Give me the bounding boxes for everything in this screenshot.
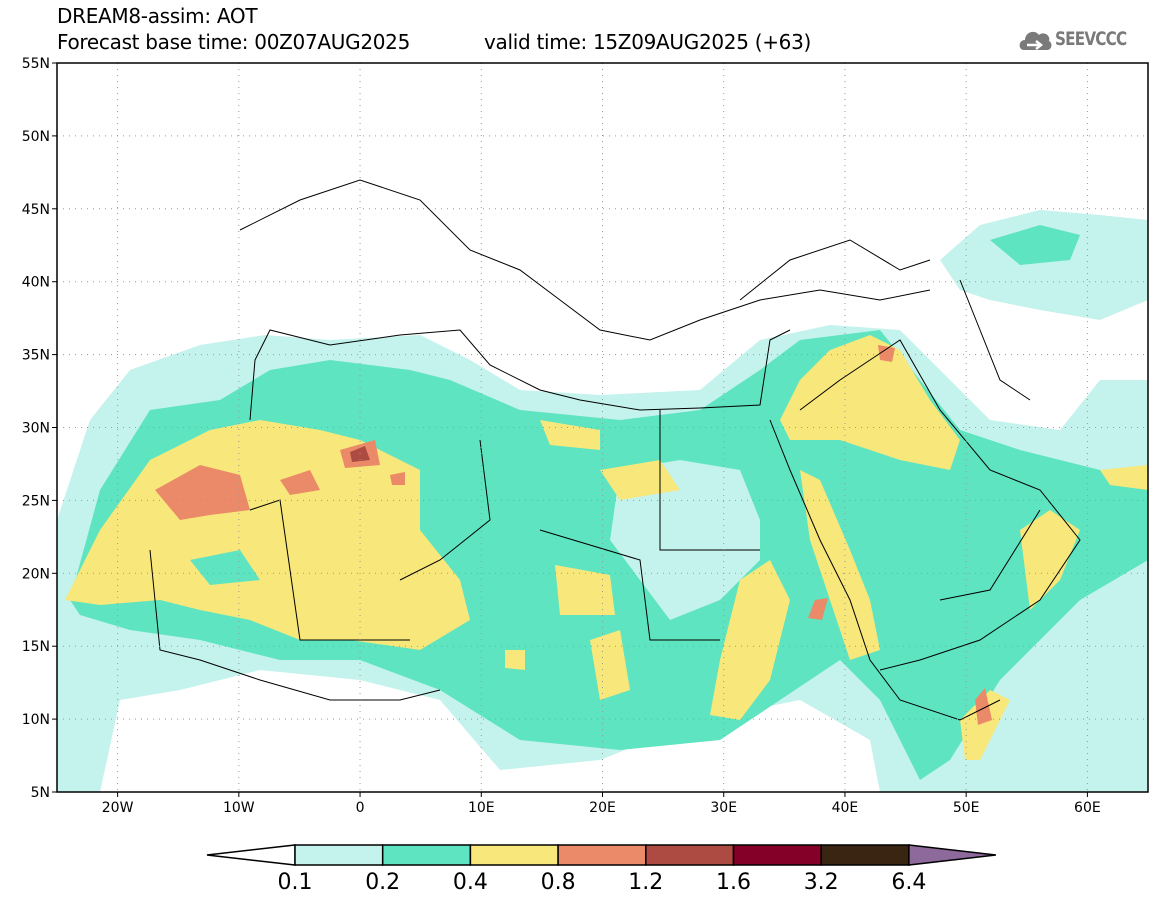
aot-contours [57,179,1148,792]
colorbar-label: 3.2 [803,870,839,895]
colorbar-swatch [645,844,735,866]
lat-tick-label: 10N [22,712,50,728]
lon-tick-label: 10E [468,800,495,816]
aot-level-0.1-caspian [940,210,1148,320]
coastlines-borders [149,179,1081,721]
colorbar-label: 6.4 [891,870,927,895]
colorbar-swatch [469,844,559,866]
aot-level-0.8 [155,345,992,725]
axis-ticks: 55N 50N 45N 40N 35N 30N 25N 20N 15N 10N 5N 20W 10W 0 1… [22,56,1101,816]
lon-tick-label: 20E [589,800,616,816]
aot-level-0.2-patch [190,550,260,585]
lat-tick-label: 50N [22,129,50,145]
lat-tick-label: 45N [22,202,50,218]
colorbar-label: 1.6 [716,870,751,895]
lat-tick-label: 20N [22,566,50,582]
aot-level-0.1-interior [610,460,760,620]
lon-tick-label: 10W [223,800,255,816]
lat-tick-label: 40N [22,275,50,291]
lat-tick-label: 30N [22,421,50,437]
lon-tick-label: 0 [356,800,365,816]
colorbar-label: 0.8 [540,870,576,895]
colorbar-swatch [294,844,384,866]
forecast-base-time: Forecast base time: 00Z07AUG2025 [57,30,411,54]
lon-tick-label: 40E [832,800,859,816]
colorbar-label: 0.2 [365,870,401,895]
colorbar-over-arrow [908,844,996,866]
lat-tick-label: 5N [31,785,50,801]
colorbar-label: 0.4 [452,870,488,895]
colorbar-swatch [820,844,910,866]
colorbar-swatch [732,844,822,866]
lat-tick-label: 55N [22,56,50,72]
colorbar-label: 1.2 [628,870,664,895]
lon-tick-label: 50E [953,800,980,816]
valid-time: valid time: 15Z09AUG2025 (+63) [484,30,812,54]
lat-tick-label: 25N [22,493,50,509]
lon-tick-label: 30E [710,800,737,816]
colorbar-swatch [557,844,647,866]
seevccc-logo: SEEVCCC [1018,26,1144,52]
cloud-icon [1019,31,1052,50]
logo-text: SEEVCCC [1055,28,1127,50]
map-title: DREAM8-assim: AOT [57,4,258,28]
aot-level-0.2-caspian [990,225,1080,265]
colorbar-swatch [381,844,472,866]
colorbar-label: 0.1 [277,870,313,895]
lon-tick-label: 60E [1074,800,1101,816]
lat-tick-label: 15N [22,639,50,655]
lon-tick-label: 20W [102,800,134,816]
colorbar-under-arrow [206,844,296,866]
colorbar [206,844,996,866]
aot-level-0.4 [65,335,1148,760]
lat-tick-label: 35N [22,348,50,364]
